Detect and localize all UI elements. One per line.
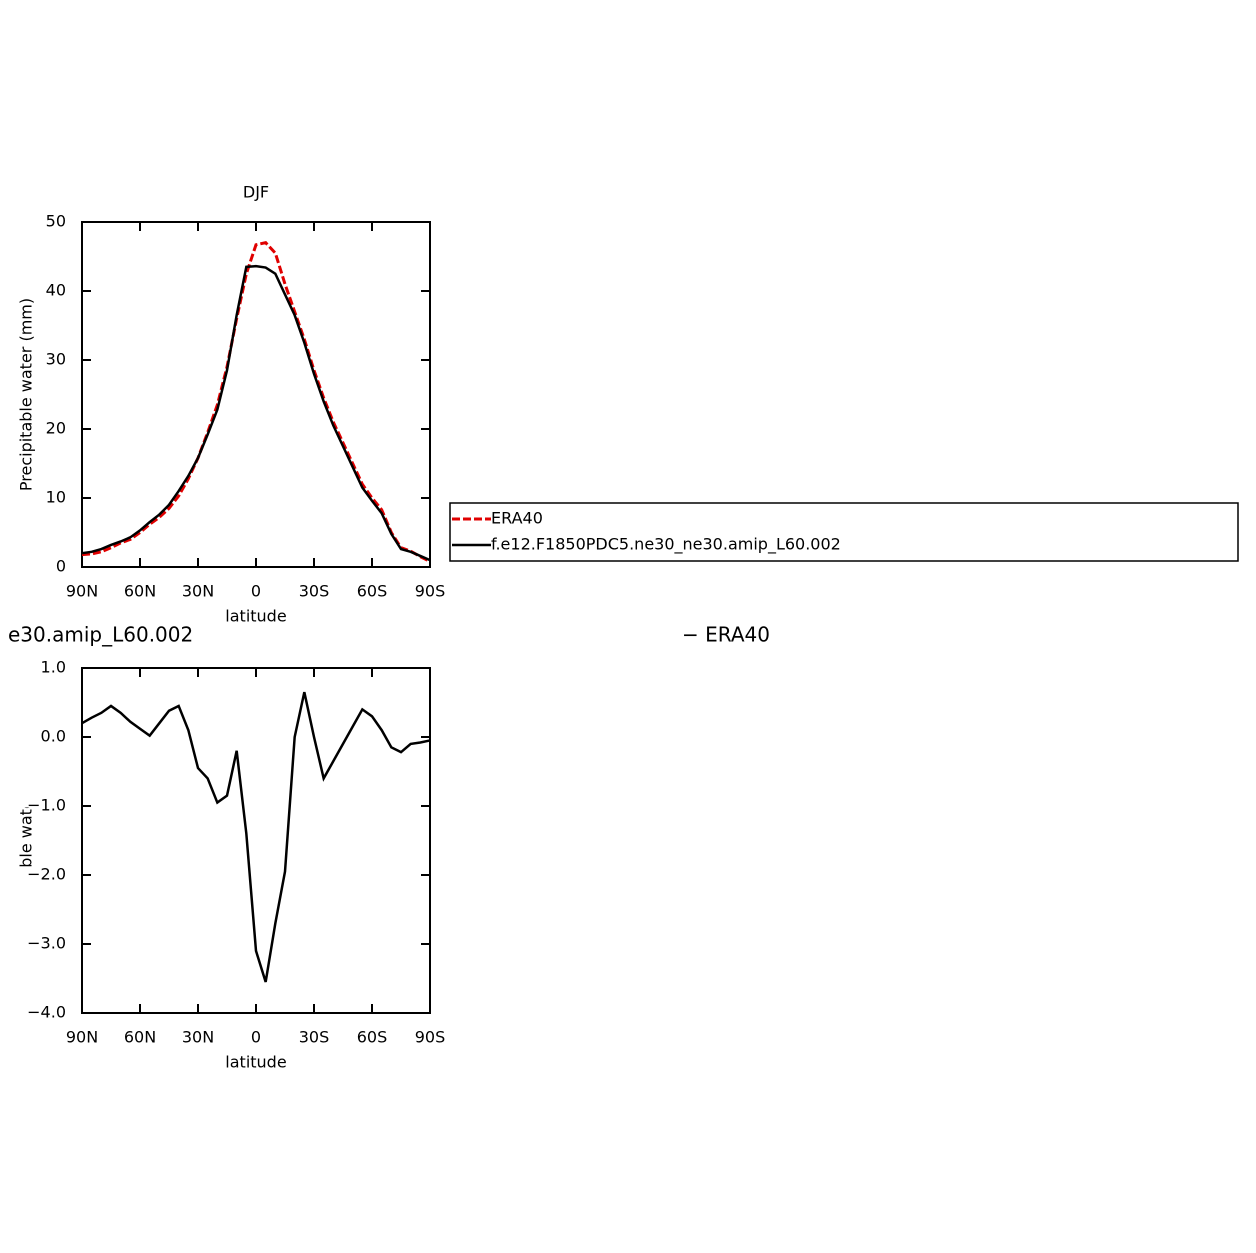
y-tick-label: 0.0 bbox=[41, 727, 66, 746]
x-tick-label: 30S bbox=[299, 1028, 330, 1047]
x-tick-label: 30N bbox=[182, 1028, 214, 1047]
y-tick-label: −2.0 bbox=[27, 865, 66, 884]
y-tick-label: 0 bbox=[56, 557, 66, 576]
y-tick-label: −3.0 bbox=[27, 934, 66, 953]
plot-frame bbox=[81, 221, 431, 568]
x-tick-label: 90S bbox=[415, 582, 446, 601]
x-tick-label: 30N bbox=[182, 582, 214, 601]
y-tick-label: 50 bbox=[46, 212, 66, 231]
data-line bbox=[81, 691, 431, 983]
y-tick-label: 20 bbox=[46, 419, 66, 438]
x-axis-label: latitude bbox=[225, 1053, 286, 1072]
x-tick-label: 60N bbox=[124, 1028, 156, 1047]
x-tick-label: 60S bbox=[357, 1028, 388, 1047]
y-tick-label: 30 bbox=[46, 350, 66, 369]
y-tick-label: −1.0 bbox=[27, 796, 66, 815]
chart-title: e30.amip_L60.002 bbox=[8, 623, 193, 647]
x-axis-label: latitude bbox=[225, 607, 286, 626]
y-axis-label: Precipitable water (mm) bbox=[17, 298, 36, 491]
legend-label: f.e12.F1850PDC5.ne30_ne30.amip_L60.002 bbox=[491, 535, 841, 555]
y-tick-label: −4.0 bbox=[27, 1003, 66, 1022]
x-tick-label: 90N bbox=[66, 582, 98, 601]
y-tick-label: 40 bbox=[46, 281, 66, 300]
x-tick-label: 0 bbox=[251, 582, 261, 601]
data-line bbox=[81, 264, 431, 562]
chart-subtitle: − ERA40 bbox=[682, 623, 770, 647]
x-tick-label: 60S bbox=[357, 582, 388, 601]
y-tick-label: 1.0 bbox=[41, 658, 66, 677]
data-line bbox=[81, 241, 431, 563]
y-tick-label: 10 bbox=[46, 488, 66, 507]
legend-label: ERA40 bbox=[491, 509, 543, 528]
x-tick-label: 0 bbox=[251, 1028, 261, 1047]
plot-frame bbox=[81, 667, 431, 1014]
x-tick-label: 60N bbox=[124, 582, 156, 601]
x-tick-label: 30S bbox=[299, 582, 330, 601]
x-tick-label: 90S bbox=[415, 1028, 446, 1047]
legend-box bbox=[449, 502, 1239, 562]
y-axis-label: Precipitable water (mm) bbox=[17, 744, 36, 937]
chart-title: DJF bbox=[243, 183, 269, 202]
x-tick-label: 90N bbox=[66, 1028, 98, 1047]
